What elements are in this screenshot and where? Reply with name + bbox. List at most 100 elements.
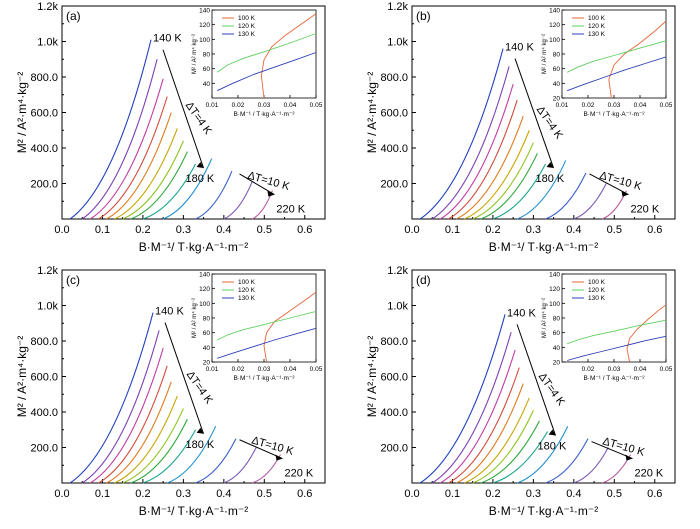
arrow-head: [196, 427, 204, 434]
temp-label-140k: 140 K: [155, 306, 184, 318]
x-tick-label: 0.0: [404, 488, 419, 500]
panel-label: (c): [66, 273, 80, 287]
x-tick-label: 0.3: [526, 488, 541, 500]
isotherm-line: [90, 347, 164, 484]
inset-series-line: [217, 52, 317, 92]
inset-legend-label: 100 K: [238, 279, 256, 286]
inset-y-tick-label: 60: [203, 330, 211, 337]
arrow-dt10: [239, 173, 275, 196]
inset-legend-label: 130 K: [588, 31, 606, 38]
y-tick-label: 1.0k: [37, 301, 58, 313]
y-tick-label: 600.0: [380, 372, 408, 384]
x-tick-label: 0.6: [647, 488, 662, 500]
isotherm-line: [122, 408, 184, 484]
inset-x-tick-label: 0.02: [232, 102, 245, 109]
inset-legend-label: 130 K: [588, 295, 606, 302]
inset-series-line: [567, 56, 667, 92]
x-tick-label: 0.2: [485, 224, 500, 236]
y-tick-label: 1.2k: [37, 1, 58, 13]
y-tick-label: 200.0: [30, 443, 58, 455]
inset-frame: [211, 273, 317, 363]
arrow-head: [621, 190, 629, 197]
inset-series-line: [608, 20, 667, 99]
isotherm-line: [98, 96, 168, 220]
inset-x-tick-label: 0.05: [660, 366, 673, 373]
inset-y-tick-label: 40: [553, 345, 561, 352]
x-tick-label: 0.6: [297, 224, 312, 236]
isotherm-line: [440, 349, 516, 484]
inset-frame: [561, 273, 667, 363]
inset-y-axis-title: M² / A² m⁴ kg⁻²: [541, 34, 548, 74]
inset-y-tick-label: 80: [553, 316, 561, 323]
isotherm-line: [81, 59, 158, 220]
x-tick-label: 0.0: [404, 224, 419, 236]
inset-y-axis-title: M² / A² m⁴ kg⁻²: [191, 298, 198, 338]
isotherm-line: [142, 163, 197, 220]
y-tick-label: 400.0: [30, 407, 58, 419]
inset-series-line: [260, 13, 317, 99]
panel-label: (b): [416, 9, 431, 23]
inset-x-tick-label: 0.03: [258, 366, 271, 373]
y-tick-label: 200.0: [380, 443, 408, 455]
inset-y-tick-label: 140: [549, 8, 560, 15]
isotherm-line: [448, 367, 520, 484]
inset-legend-label: 120 K: [238, 287, 256, 294]
temp-label-140k: 140 K: [153, 33, 182, 45]
y-tick-label: 800.0: [30, 336, 58, 348]
isotherm-line: [431, 331, 512, 484]
temp-label-220k: 220 K: [276, 204, 305, 216]
arrow-head: [275, 454, 283, 461]
isotherm-line: [419, 48, 504, 220]
panel-label: (a): [66, 9, 81, 23]
x-tick-label: 0.3: [526, 224, 541, 236]
x-tick-label: 0.1: [95, 488, 110, 500]
x-tick-label: 0.5: [607, 488, 622, 500]
isotherm-line: [195, 438, 237, 484]
x-tick-label: 0.0: [54, 224, 69, 236]
isotherm-line: [456, 383, 524, 484]
inset-x-tick-label: 0.02: [582, 102, 595, 109]
x-tick-label: 0.1: [445, 224, 460, 236]
isotherm-line: [448, 99, 518, 220]
chart-panel: 0.0 0.1 0.2 0.3 0.4 0.5 0.6200.0400.0600.0800.…: [365, 1, 676, 254]
inset-y-tick-label: 60: [553, 330, 561, 337]
y-tick-label: 1.0k: [387, 37, 408, 49]
inset-x-axis-title: B·M⁻¹ / T·kg·A⁻¹·m⁻²: [233, 375, 295, 382]
y-tick-label: 200.0: [30, 179, 58, 191]
inset-chart: 0.01 0.02 0.03 0.04 0.05 20 40 60 80 100 120 140 B·M…: [541, 8, 673, 119]
inset-legend-label: 120 K: [588, 287, 606, 294]
inset-y-tick-label: 140: [199, 272, 210, 279]
isotherm-line: [90, 78, 164, 220]
temp-label-180k: 180 K: [186, 439, 215, 451]
inset-y-tick-label: 40: [203, 81, 211, 88]
y-tick-label: 800.0: [380, 72, 408, 84]
arrow-head: [548, 429, 556, 436]
inset-y-tick-label: 60: [203, 66, 211, 73]
y-tick-label: 1.2k: [37, 265, 58, 277]
arrow-dt10: [591, 441, 633, 460]
isotherm-line: [492, 163, 547, 220]
isotherm-line: [69, 312, 154, 484]
inset-series-line: [567, 319, 667, 345]
isotherm-line: [464, 397, 530, 484]
inset-x-axis-title: B·M⁻¹ / T·kg·A⁻¹·m⁻²: [583, 375, 645, 382]
x-tick-label: 0.5: [607, 224, 622, 236]
inset-x-tick-label: 0.05: [660, 102, 673, 109]
isotherm-line: [98, 365, 168, 484]
inset-y-tick-label: 140: [549, 272, 560, 279]
inset-x-tick-label: 0.03: [608, 102, 621, 109]
inset-y-tick-label: 60: [553, 66, 561, 73]
x-axis-title: B·M⁻¹/ T·kg·A⁻¹·m⁻²: [489, 504, 598, 518]
y-tick-label: 200.0: [380, 179, 408, 191]
inset-x-axis-title: B·M⁻¹ / T·kg·A⁻¹·m⁻²: [233, 111, 295, 118]
isotherm-line: [517, 425, 569, 484]
inset-y-tick-label: 120: [199, 286, 210, 293]
x-tick-label: 0.1: [445, 488, 460, 500]
x-tick-label: 0.5: [257, 488, 272, 500]
x-tick-label: 0.2: [485, 488, 500, 500]
temp-label-140k: 140 K: [505, 42, 534, 54]
arrow-label-dt4: ΔT=4 K: [536, 371, 567, 409]
inset-series-line: [217, 310, 317, 341]
y-tick-label: 600.0: [380, 108, 408, 120]
